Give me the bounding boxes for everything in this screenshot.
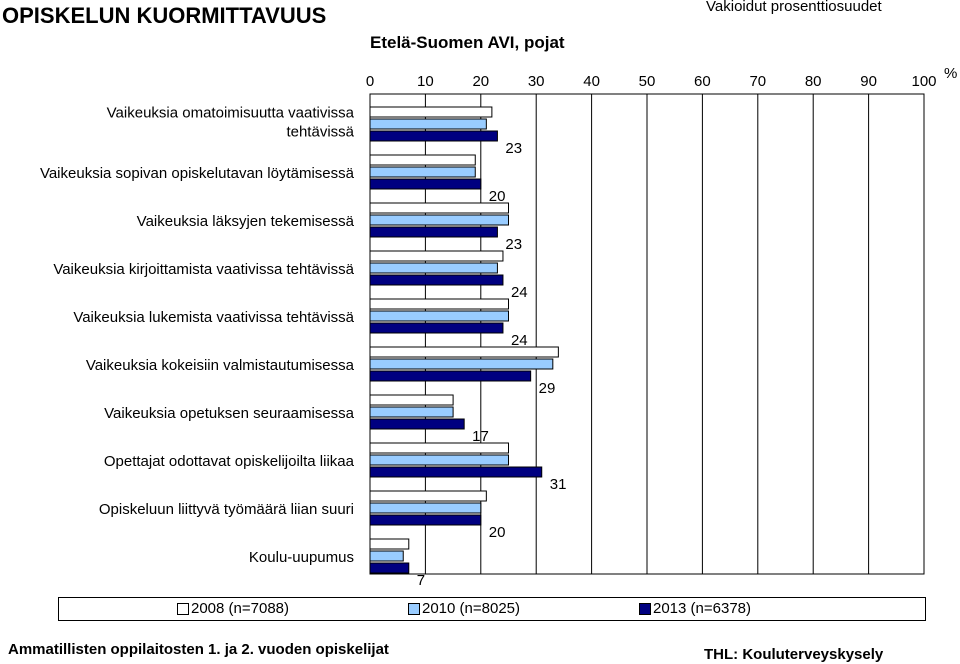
chart-title: OPISKELUN KUORMITTAVUUS — [2, 3, 327, 28]
x-tick-label-50: 50 — [639, 73, 656, 90]
bar-2013-2 — [369, 178, 482, 190]
x-tick-label-80: 80 — [805, 73, 822, 90]
bar-2008-9 — [369, 490, 487, 502]
data-label-2013-9: 20 — [489, 524, 506, 541]
footer-population: Ammatillisten oppilaitosten 1. ja 2. vuo… — [8, 641, 389, 658]
bar-2010-4 — [369, 262, 498, 274]
bar-2010-9 — [369, 502, 482, 514]
bar-2008-2 — [369, 154, 476, 166]
bar-2008-10 — [369, 538, 410, 550]
data-label-2013-5: 24 — [511, 332, 528, 349]
x-tick-label-0: 0 — [366, 73, 374, 90]
legend-item-2008: 2008 (n=7088) — [177, 600, 289, 617]
bar-2010-3 — [369, 214, 509, 226]
category-label-2: Vaikeuksia sopivan opiskelutavan löytämi… — [40, 165, 355, 182]
legend-swatch-2010 — [408, 602, 420, 615]
footer-source: THL: Kouluterveyskysely — [704, 646, 884, 663]
data-label-2013-3: 23 — [505, 236, 522, 253]
measure-note: Vakioidut prosenttiosuudet — [706, 0, 882, 15]
legend-item-2013: 2013 (n=6378) — [639, 600, 751, 617]
data-label-2013-10: 7 — [417, 572, 425, 589]
bar-2013-9 — [369, 514, 482, 526]
category-label-6: Vaikeuksia kokeisiin valmistautumisessa — [86, 357, 355, 374]
bar-2008-1 — [369, 106, 493, 118]
bar-2008-6 — [369, 346, 559, 358]
axis-unit-label: % — [944, 65, 958, 82]
legend-swatch-2008 — [177, 602, 189, 615]
bar-2013-10 — [369, 562, 410, 574]
x-tick-label-40: 40 — [583, 73, 600, 90]
chart-legend: 2008 (n=7088) 2010 (n=8025) 2013 (n=6378… — [58, 597, 926, 621]
legend-item-2010: 2010 (n=8025) — [408, 600, 520, 617]
legend-label-2010: 2010 (n=8025) — [422, 600, 520, 617]
x-tick-label-10: 10 — [417, 73, 434, 90]
bar-2010-7 — [369, 406, 454, 418]
bar-2010-6 — [369, 358, 554, 370]
bar-2013-1 — [369, 130, 498, 142]
legend-label-2008: 2008 (n=7088) — [191, 600, 289, 617]
bar-2008-5 — [369, 298, 509, 310]
x-tick-label-20: 20 — [472, 73, 489, 90]
category-label-9: Opiskeluun liittyvä työmäärä liian suuri — [99, 501, 354, 518]
data-label-2013-7: 17 — [472, 428, 489, 445]
bar-2010-5 — [369, 310, 509, 322]
data-label-2013-8: 31 — [550, 476, 567, 493]
bar-2010-2 — [369, 166, 476, 178]
category-label-5: Vaikeuksia lukemista vaativissa tehtävis… — [73, 309, 354, 326]
legend-label-2013: 2013 (n=6378) — [653, 600, 751, 617]
bar-2013-5 — [369, 322, 504, 334]
bar-2013-3 — [369, 226, 498, 238]
legend-swatch-2013 — [639, 602, 651, 615]
bar-2010-10 — [369, 550, 404, 562]
x-tick-label-30: 30 — [528, 73, 545, 90]
x-tick-label-100: 100 — [911, 73, 936, 90]
category-label-8: Opettajat odottavat opiskelijoilta liika… — [104, 453, 355, 470]
bar-2013-7 — [369, 418, 465, 430]
data-label-2013-2: 20 — [489, 188, 506, 205]
category-label-1-line-2: tehtävissä — [286, 124, 354, 141]
bar-2013-8 — [369, 466, 543, 478]
bar-2008-7 — [369, 394, 454, 406]
chart-subtitle: Etelä-Suomen AVI, pojat — [370, 33, 565, 52]
category-label-10: Koulu-uupumus — [249, 549, 354, 566]
bar-2010-8 — [369, 454, 509, 466]
category-label-1-line-1: Vaikeuksia omatoimisuutta vaativissa — [107, 105, 355, 122]
x-tick-label-60: 60 — [694, 73, 711, 90]
bar-2008-4 — [369, 250, 504, 262]
category-label-4: Vaikeuksia kirjoittamista vaativissa teh… — [53, 261, 354, 278]
x-tick-label-90: 90 — [860, 73, 877, 90]
x-tick-label-70: 70 — [749, 73, 766, 90]
data-label-2013-6: 29 — [539, 380, 556, 397]
bar-2010-1 — [369, 118, 487, 130]
category-label-7: Vaikeuksia opetuksen seuraamisessa — [104, 405, 355, 422]
bar-2008-8 — [369, 442, 509, 454]
bar-2008-3 — [369, 202, 509, 214]
data-label-2013-1: 23 — [505, 140, 522, 157]
bar-2013-4 — [369, 274, 504, 286]
category-label-3: Vaikeuksia läksyjen tekemisessä — [137, 213, 355, 230]
plot-frame — [369, 93, 925, 575]
data-label-2013-4: 24 — [511, 284, 528, 301]
bar-2013-6 — [369, 370, 532, 382]
